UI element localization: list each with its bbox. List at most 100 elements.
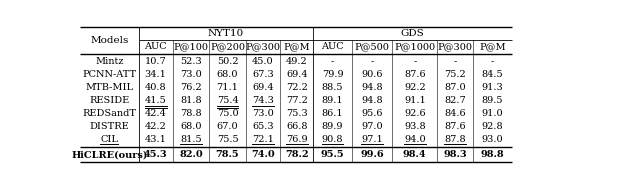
Text: -: - [413, 57, 417, 66]
Text: 75.4: 75.4 [217, 96, 239, 105]
Text: 86.1: 86.1 [322, 109, 343, 118]
Text: CIL: CIL [100, 135, 118, 144]
Text: GDS: GDS [401, 29, 424, 38]
Text: 66.8: 66.8 [286, 122, 307, 131]
Text: 34.1: 34.1 [145, 70, 166, 79]
Text: 98.8: 98.8 [481, 150, 504, 159]
Text: 45.0: 45.0 [252, 57, 274, 66]
Text: 88.5: 88.5 [322, 83, 343, 92]
Text: 99.6: 99.6 [360, 150, 384, 159]
Text: P@1000: P@1000 [394, 42, 435, 51]
Text: 89.9: 89.9 [322, 122, 343, 131]
Text: -: - [331, 57, 334, 66]
Text: 72.1: 72.1 [252, 135, 274, 144]
Text: 91.1: 91.1 [404, 96, 426, 105]
Text: HiCLRE(ours): HiCLRE(ours) [71, 150, 147, 159]
Text: 42.4: 42.4 [145, 109, 166, 118]
Text: 81.5: 81.5 [180, 135, 202, 144]
Text: 45.3: 45.3 [144, 150, 168, 159]
Text: 93.0: 93.0 [482, 135, 503, 144]
Text: RESIDE: RESIDE [89, 96, 129, 105]
Text: 40.8: 40.8 [145, 83, 166, 92]
Text: 75.3: 75.3 [286, 109, 308, 118]
Text: 65.3: 65.3 [252, 122, 274, 131]
Text: NYT10: NYT10 [208, 29, 244, 38]
Text: 67.0: 67.0 [217, 122, 238, 131]
Text: 75.0: 75.0 [217, 109, 238, 118]
Text: 87.8: 87.8 [444, 135, 466, 144]
Text: 97.0: 97.0 [362, 122, 383, 131]
Text: 42.2: 42.2 [145, 122, 166, 131]
Text: P@300: P@300 [438, 42, 473, 51]
Text: Models: Models [90, 36, 129, 45]
Text: 95.6: 95.6 [362, 109, 383, 118]
Text: -: - [371, 57, 374, 66]
Text: P@300: P@300 [246, 42, 280, 51]
Text: 92.6: 92.6 [404, 109, 426, 118]
Text: 78.5: 78.5 [216, 150, 239, 159]
Text: 91.3: 91.3 [481, 83, 503, 92]
Text: 94.8: 94.8 [362, 96, 383, 105]
Text: 77.2: 77.2 [286, 96, 308, 105]
Text: 68.0: 68.0 [217, 70, 238, 79]
Text: 89.1: 89.1 [322, 96, 343, 105]
Text: 95.5: 95.5 [321, 150, 344, 159]
Text: 87.6: 87.6 [444, 122, 466, 131]
Text: REDSandT: REDSandT [83, 109, 136, 118]
Text: 73.0: 73.0 [180, 70, 202, 79]
Text: 79.9: 79.9 [322, 70, 343, 79]
Text: 67.3: 67.3 [252, 70, 274, 79]
Text: 82.0: 82.0 [179, 150, 203, 159]
Text: 69.4: 69.4 [286, 70, 308, 79]
Text: AUC: AUC [145, 42, 167, 51]
Text: 89.5: 89.5 [482, 96, 503, 105]
Text: 78.8: 78.8 [180, 109, 202, 118]
Text: 94.0: 94.0 [404, 135, 426, 144]
Text: 94.8: 94.8 [362, 83, 383, 92]
Text: 98.3: 98.3 [444, 150, 467, 159]
Text: 75.2: 75.2 [444, 70, 466, 79]
Text: P@500: P@500 [355, 42, 390, 51]
Text: -: - [491, 57, 494, 66]
Text: 87.0: 87.0 [444, 83, 466, 92]
Text: 49.2: 49.2 [286, 57, 308, 66]
Text: 10.7: 10.7 [145, 57, 166, 66]
Text: 84.6: 84.6 [444, 109, 466, 118]
Text: 43.1: 43.1 [145, 135, 166, 144]
Text: 74.0: 74.0 [251, 150, 275, 159]
Text: 73.0: 73.0 [252, 109, 274, 118]
Text: 71.1: 71.1 [216, 83, 239, 92]
Text: P@100: P@100 [173, 42, 209, 51]
Text: 91.0: 91.0 [482, 109, 503, 118]
Text: AUC: AUC [321, 42, 344, 51]
Text: 52.3: 52.3 [180, 57, 202, 66]
Text: 92.2: 92.2 [404, 83, 426, 92]
Text: 97.1: 97.1 [361, 135, 383, 144]
Text: 75.5: 75.5 [217, 135, 238, 144]
Text: 90.8: 90.8 [322, 135, 343, 144]
Text: PCNN-ATT: PCNN-ATT [82, 70, 136, 79]
Text: 72.2: 72.2 [286, 83, 308, 92]
Text: 69.4: 69.4 [252, 83, 274, 92]
Text: 87.6: 87.6 [404, 70, 426, 79]
Text: 68.0: 68.0 [180, 122, 202, 131]
Text: Mintz: Mintz [95, 57, 124, 66]
Text: MTB-MIL: MTB-MIL [85, 83, 133, 92]
Text: 50.2: 50.2 [217, 57, 238, 66]
Text: P@200: P@200 [210, 42, 245, 51]
Text: 78.2: 78.2 [285, 150, 308, 159]
Text: 98.4: 98.4 [403, 150, 427, 159]
Text: 92.8: 92.8 [482, 122, 503, 131]
Text: 76.9: 76.9 [286, 135, 308, 144]
Text: 93.8: 93.8 [404, 122, 426, 131]
Text: -: - [454, 57, 457, 66]
Text: 84.5: 84.5 [482, 70, 503, 79]
Text: 76.2: 76.2 [180, 83, 202, 92]
Text: 41.5: 41.5 [145, 96, 166, 105]
Text: 74.3: 74.3 [252, 96, 274, 105]
Text: 81.8: 81.8 [180, 96, 202, 105]
Text: P@M: P@M [284, 42, 310, 51]
Text: DISTRE: DISTRE [90, 122, 129, 131]
Text: P@M: P@M [479, 42, 506, 51]
Text: 82.7: 82.7 [444, 96, 466, 105]
